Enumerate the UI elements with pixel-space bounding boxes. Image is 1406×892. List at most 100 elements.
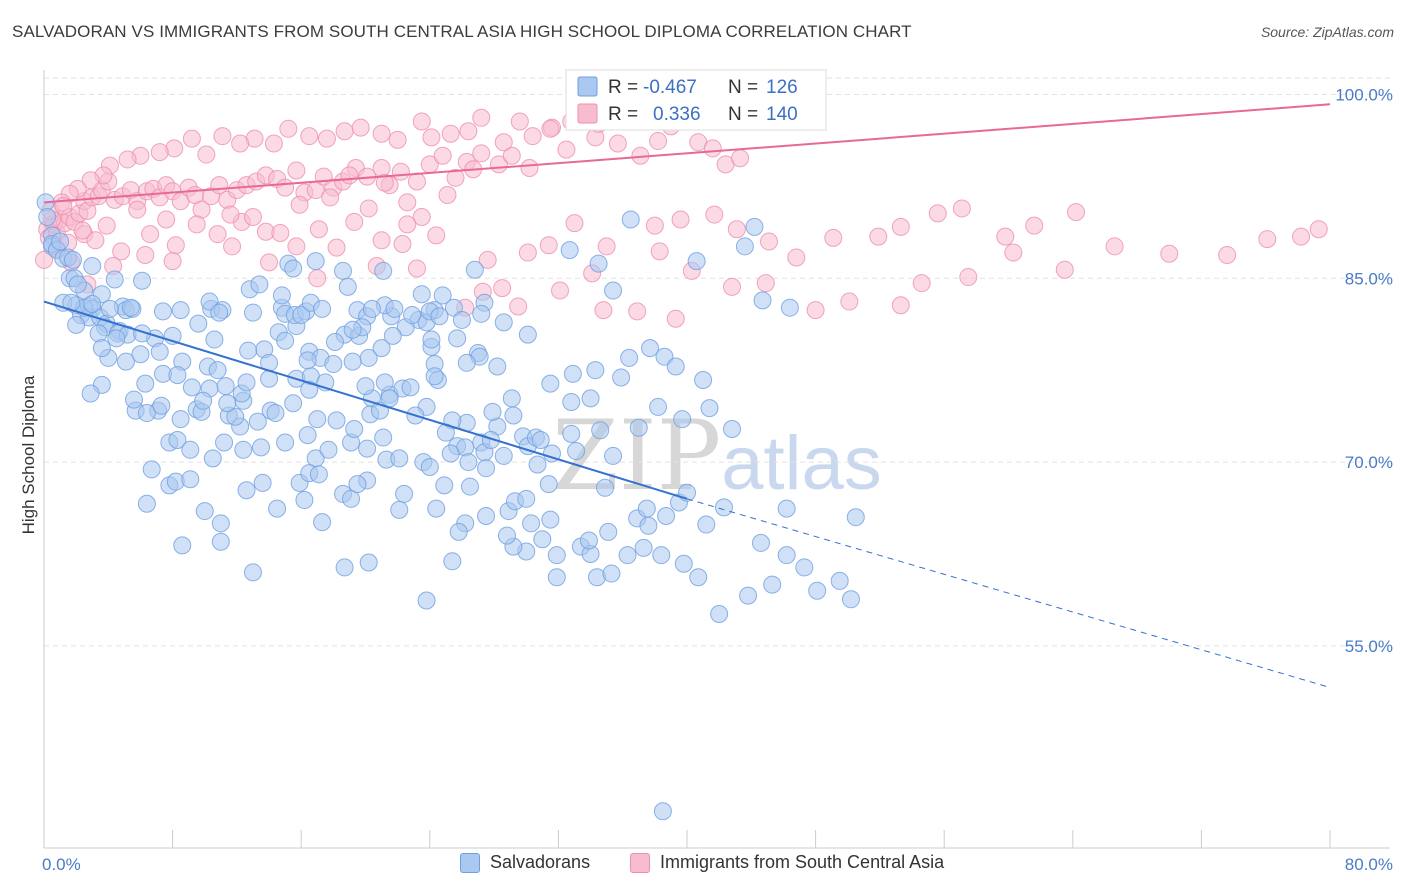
salvadoran-point xyxy=(735,237,754,256)
salvadoran-point xyxy=(634,538,653,557)
legend-swatch-immigrants xyxy=(577,103,598,124)
immigrant-point xyxy=(1105,237,1124,256)
immigrant-point xyxy=(221,205,240,224)
immigrant-point xyxy=(372,124,391,143)
immigrant-point xyxy=(166,236,185,255)
salvadoran-point xyxy=(358,439,377,458)
immigrant-point xyxy=(157,210,176,229)
salvadoran-point xyxy=(481,431,500,450)
salvadoran-point xyxy=(173,536,192,555)
legend-n-value-1: 140 xyxy=(766,104,798,125)
salvadoran-point xyxy=(327,411,346,430)
immigrant-point xyxy=(523,127,542,146)
immigrant-point xyxy=(182,129,201,148)
salvadoran-point xyxy=(383,326,402,345)
salvadoran-point xyxy=(710,604,729,623)
salvadoran-point xyxy=(121,298,140,317)
salvadoran-point xyxy=(276,433,295,452)
legend-n-label-1: N = xyxy=(728,104,758,125)
immigrant-point xyxy=(118,150,137,169)
immigrant-point xyxy=(351,118,370,137)
bottom-legend-swatch-salvadorans xyxy=(460,852,480,873)
salvadoran-point xyxy=(689,568,708,587)
immigrant-point xyxy=(502,146,521,165)
salvadoran-point xyxy=(777,546,796,565)
salvadoran-point xyxy=(745,217,764,236)
salvadoran-point xyxy=(604,446,623,465)
salvadoran-point xyxy=(168,431,187,450)
salvadoran-point xyxy=(533,530,552,549)
salvadorans-trend-line-extension xyxy=(686,498,1331,688)
salvadoran-point xyxy=(63,250,82,269)
salvadoran-point xyxy=(68,275,87,294)
salvadoran-point xyxy=(137,494,156,513)
salvadoran-point xyxy=(846,508,865,527)
salvadoran-point xyxy=(563,364,582,383)
immigrant-point xyxy=(756,274,775,293)
salvadoran-point xyxy=(403,306,422,325)
salvadoran-point xyxy=(441,444,460,463)
salvadoran-point xyxy=(649,397,668,416)
salvadoran-point xyxy=(612,368,631,387)
immigrant-point xyxy=(197,145,216,164)
salvadoran-point xyxy=(841,590,860,609)
salvadoran-point xyxy=(171,410,190,429)
immigrant-point xyxy=(459,122,478,141)
bottom-legend-immigrants[interactable]: Immigrants from South Central Asia xyxy=(630,852,944,873)
immigrant-point xyxy=(359,199,378,218)
salvadoran-point xyxy=(181,470,200,489)
immigrant-point xyxy=(309,220,328,239)
salvadoran-point xyxy=(137,404,156,423)
salvadoran-point xyxy=(697,515,716,534)
salvadoran-point xyxy=(687,252,706,271)
salvadoran-point xyxy=(390,449,409,468)
salvadoran-point xyxy=(374,261,393,280)
salvadoran-point xyxy=(81,384,100,403)
immigrant-point xyxy=(335,122,354,141)
immigrant-point xyxy=(705,205,724,224)
immigrant-point xyxy=(787,248,806,267)
salvadoran-point xyxy=(338,277,357,296)
salvadoran-point xyxy=(427,499,446,518)
salvadoran-point xyxy=(325,332,344,351)
immigrant-point xyxy=(650,242,669,261)
salvadoran-point xyxy=(562,424,581,443)
salvadoran-point xyxy=(152,396,171,415)
immigrant-point xyxy=(494,133,513,152)
immigrant-point xyxy=(35,250,53,269)
salvadoran-point xyxy=(401,378,420,397)
salvadoran-point xyxy=(477,506,496,525)
salvadoran-point xyxy=(372,339,391,358)
immigrant-point xyxy=(759,232,778,251)
salvadoran-point xyxy=(417,591,436,610)
immigrant-point xyxy=(666,309,685,328)
salvadoran-point xyxy=(272,286,291,305)
salvadoran-point xyxy=(637,499,656,518)
salvadoran-point xyxy=(313,513,332,532)
bottom-legend-salvadorans[interactable]: Salvadorans xyxy=(460,852,590,873)
salvadoran-point xyxy=(562,393,581,412)
salvadoran-point xyxy=(694,370,713,389)
immigrant-point xyxy=(541,119,560,138)
immigrant-point xyxy=(565,214,584,233)
legend-swatch-salvadorans xyxy=(577,76,598,97)
salvadoran-point xyxy=(211,514,230,533)
salvadoran-point xyxy=(620,348,639,367)
salvadoran-point xyxy=(541,374,560,393)
immigrant-point xyxy=(645,216,664,235)
salvadoran-point xyxy=(211,532,230,551)
salvadoran-point xyxy=(422,330,441,349)
salvadoran-point xyxy=(89,324,108,343)
salvadoran-point xyxy=(621,210,640,229)
immigrant-point xyxy=(73,221,92,240)
salvadoran-point xyxy=(581,389,600,408)
salvadoran-point xyxy=(182,378,201,397)
immigrant-point xyxy=(136,246,155,265)
salvadoran-point xyxy=(483,402,502,421)
salvadoran-point xyxy=(457,353,476,372)
immigrant-point xyxy=(391,162,410,181)
salvadoran-point xyxy=(488,357,507,376)
salvadoran-point xyxy=(433,286,452,305)
immigrant-point xyxy=(388,130,407,149)
immigrant-point xyxy=(375,173,394,192)
